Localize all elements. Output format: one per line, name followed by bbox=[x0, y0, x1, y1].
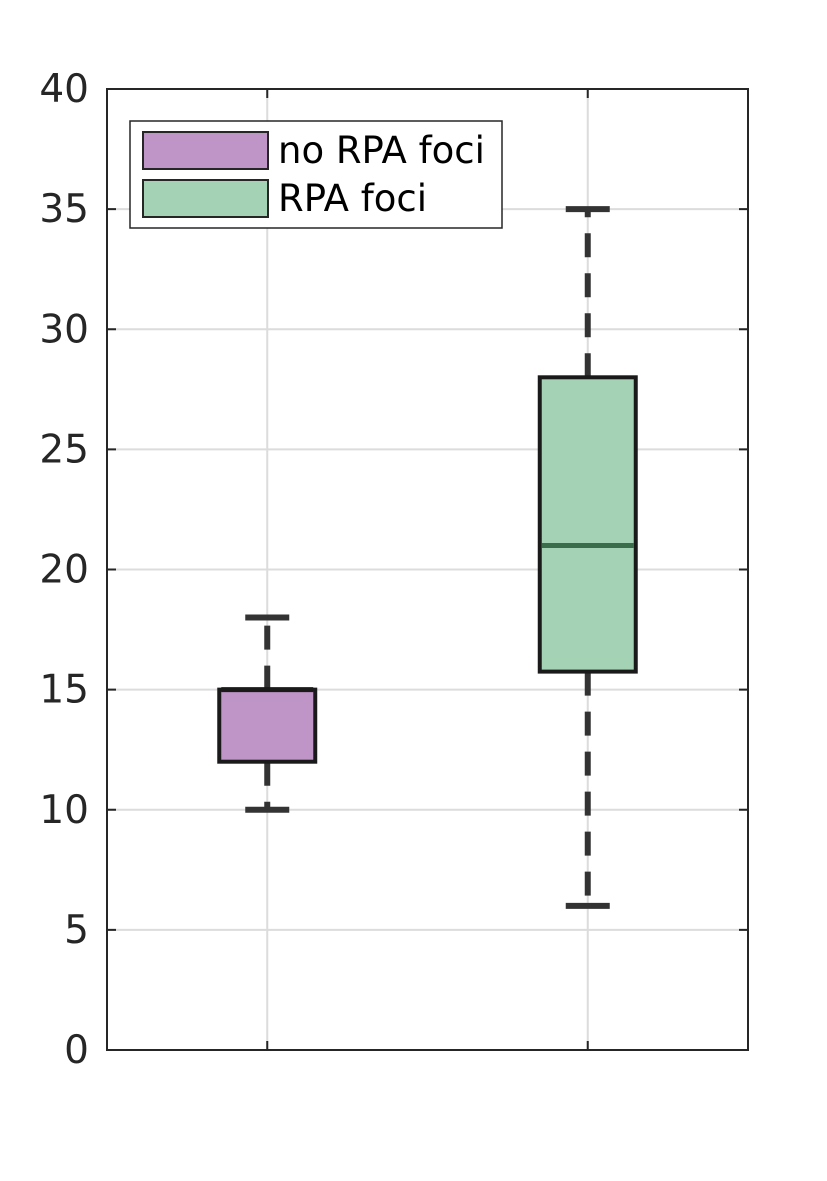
y-tick-label: 30 bbox=[39, 307, 89, 352]
legend-swatch-no-rpa-foci bbox=[142, 131, 269, 170]
y-tick-label: 0 bbox=[64, 1028, 89, 1073]
y-tick-label: 25 bbox=[39, 427, 89, 472]
box-iqr bbox=[537, 375, 638, 674]
y-tick-label: 10 bbox=[39, 788, 89, 833]
legend: no RPA foci RPA foci bbox=[129, 120, 503, 229]
y-tick-label: 40 bbox=[39, 67, 89, 112]
boxes bbox=[217, 206, 638, 909]
box-0 bbox=[217, 614, 318, 813]
box-iqr bbox=[217, 687, 318, 764]
legend-label-no-rpa-foci: no RPA foci bbox=[278, 129, 485, 172]
plot-frame bbox=[106, 88, 749, 1051]
legend-label-rpa-foci: RPA foci bbox=[278, 177, 427, 220]
y-tick-labels: 0 5 10 15 20 25 30 35 40 bbox=[39, 67, 89, 1073]
y-tick-label: 15 bbox=[39, 668, 89, 713]
box-1 bbox=[537, 206, 638, 909]
legend-swatch-rpa-foci bbox=[142, 179, 269, 218]
y-tick-label: 35 bbox=[39, 187, 89, 232]
y-tick-label: 5 bbox=[64, 908, 89, 953]
y-tick-label: 20 bbox=[39, 548, 89, 593]
